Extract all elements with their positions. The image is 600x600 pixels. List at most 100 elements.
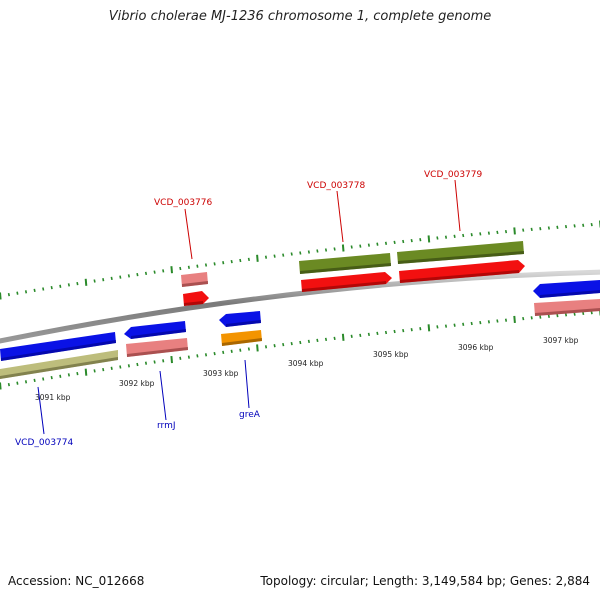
minor-tick-mark: [359, 333, 362, 338]
minor-tick-mark: [556, 225, 559, 229]
minor-tick-mark: [153, 270, 156, 274]
leader-line: [184, 208, 193, 260]
leader-line: [454, 179, 461, 232]
gene-feature[interactable]: [124, 321, 186, 339]
gene-feature-shade: [182, 281, 208, 287]
major-tick-mark: [84, 368, 88, 376]
minor-tick-mark: [222, 261, 225, 265]
minor-tick-mark: [324, 248, 328, 252]
minor-tick-mark: [530, 316, 533, 320]
minor-tick-mark: [230, 259, 233, 264]
major-tick-mark: [170, 356, 173, 364]
gene-label-rrmj[interactable]: rrmJ: [157, 421, 176, 431]
gene-label-grea[interactable]: greA: [239, 410, 261, 420]
gene-feature[interactable]: [399, 260, 525, 283]
minor-tick-mark: [462, 322, 465, 326]
minor-tick-mark: [127, 274, 130, 278]
minor-tick-mark: [522, 316, 525, 321]
minor-tick-mark: [590, 311, 593, 315]
minor-tick-mark: [7, 292, 10, 297]
tick-label: 3094 kbp: [288, 359, 324, 368]
minor-tick-mark: [213, 351, 216, 356]
minor-tick-mark: [324, 337, 328, 342]
minor-tick-mark: [24, 290, 28, 294]
minor-tick-mark: [110, 366, 113, 370]
minor-tick-mark: [444, 235, 448, 239]
topology-summary-text: Topology: circular; Length: 3,149,584 bp…: [260, 574, 590, 588]
minor-tick-mark: [162, 269, 165, 273]
minor-tick-mark: [16, 381, 19, 385]
major-tick-mark: [427, 324, 431, 332]
tick-label: 3093 kbp: [203, 369, 239, 378]
gene-label-vcd-003779[interactable]: VCD_003779: [424, 170, 483, 180]
gene-feature-shade: [131, 329, 186, 339]
minor-tick-mark: [76, 371, 79, 376]
major-tick-mark: [170, 266, 173, 274]
minor-tick-mark: [573, 224, 576, 228]
leader-line: [159, 370, 167, 421]
minor-tick-mark: [273, 344, 276, 348]
minor-tick-mark: [213, 262, 216, 266]
minor-tick-mark: [144, 361, 148, 365]
minor-tick-mark: [539, 227, 542, 231]
minor-tick-mark: [359, 244, 362, 248]
minor-tick-mark: [367, 332, 370, 337]
major-tick-mark: [341, 244, 345, 252]
chromosome-backbone: [0, 269, 600, 344]
minor-tick-mark: [504, 318, 508, 322]
minor-tick-mark: [196, 354, 199, 358]
outer-tick-marks: [0, 220, 600, 300]
major-tick-mark: [84, 278, 88, 286]
major-tick-mark: [513, 315, 516, 323]
major-tick-mark: [427, 235, 431, 243]
minor-tick-mark: [316, 338, 319, 343]
minor-tick-mark: [222, 350, 225, 355]
gene-feature[interactable]: [397, 241, 524, 264]
gene-feature-shade: [226, 320, 261, 327]
gene-label-vcd-003776[interactable]: VCD_003776: [154, 198, 213, 208]
minor-tick-mark: [264, 255, 268, 259]
minor-tick-mark: [93, 369, 96, 373]
minor-tick-mark: [522, 228, 525, 232]
minor-tick-mark: [582, 223, 585, 227]
minor-tick-mark: [204, 263, 208, 267]
minor-tick-mark: [187, 265, 190, 269]
minor-tick-mark: [144, 271, 148, 276]
minor-tick-mark: [33, 288, 36, 293]
minor-tick-mark: [402, 328, 405, 333]
minor-tick-mark: [556, 313, 559, 318]
accession-text: Accession: NC_012668: [8, 574, 145, 588]
gene-labels: VCD_003776 VCD_003778 VCD_003779 VCD_003…: [15, 170, 483, 448]
minor-tick-mark: [419, 238, 422, 242]
minor-tick-mark: [453, 323, 456, 327]
minor-tick-mark: [24, 380, 28, 384]
gene-label-vcd-003778[interactable]: VCD_003778: [307, 181, 366, 191]
minor-tick-mark: [273, 254, 276, 258]
minor-tick-mark: [462, 233, 465, 238]
major-tick-mark: [256, 344, 259, 352]
minor-tick-mark: [384, 241, 388, 245]
minor-tick-mark: [187, 355, 190, 359]
gene-feature-shade: [300, 263, 391, 274]
minor-tick-mark: [204, 353, 208, 357]
minor-tick-mark: [436, 325, 439, 329]
gene-features: [0, 241, 600, 379]
gene-feature[interactable]: [299, 253, 391, 274]
minor-tick-mark: [393, 329, 396, 334]
gene-feature[interactable]: [126, 338, 188, 357]
genome-title: Vibrio cholerae MJ-1236 chromosome 1, co…: [108, 9, 492, 24]
minor-tick-mark: [299, 251, 302, 255]
minor-tick-mark: [350, 334, 353, 338]
gene-label-vcd-003774[interactable]: VCD_003774: [15, 438, 74, 448]
minor-tick-mark: [136, 362, 139, 367]
gene-feature-shade: [0, 357, 118, 379]
major-tick-mark: [0, 382, 2, 390]
minor-tick-mark: [110, 276, 113, 281]
minor-tick-mark: [333, 336, 336, 341]
minor-tick-mark: [376, 331, 379, 336]
tick-label: 3092 kbp: [119, 379, 155, 388]
minor-tick-mark: [50, 285, 53, 290]
minor-tick-mark: [102, 367, 105, 372]
minor-tick-mark: [162, 359, 165, 363]
